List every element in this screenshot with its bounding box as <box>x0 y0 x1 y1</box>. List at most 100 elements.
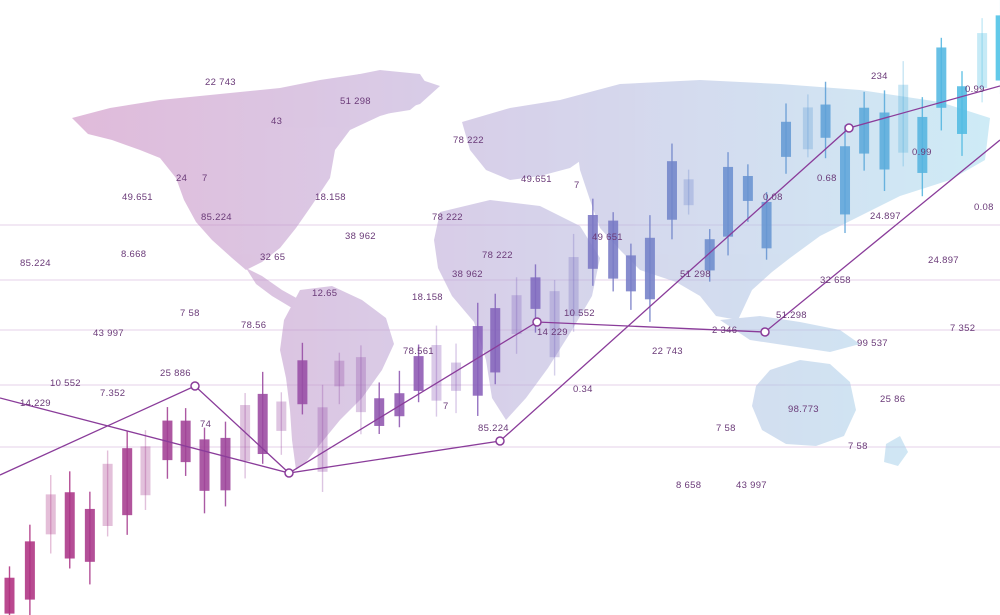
map-greenland <box>330 70 432 116</box>
candle-body <box>840 146 851 215</box>
number-label: 24.897 <box>928 255 959 266</box>
number-label: 10 552 <box>564 308 595 319</box>
number-label: 51 298 <box>680 269 711 280</box>
number-label: 43 997 <box>736 480 767 491</box>
candlestick-series <box>4 0 1000 615</box>
candle-body <box>761 201 772 249</box>
candle-body <box>180 420 191 463</box>
candle-body <box>802 107 813 150</box>
number-label: 78 222 <box>482 250 513 261</box>
number-label: 78 222 <box>453 135 484 146</box>
candle-body <box>568 257 579 317</box>
number-label: 0.99 <box>912 147 932 158</box>
candle-body <box>683 179 694 206</box>
number-label: 7 58 <box>848 441 868 452</box>
trend-node <box>495 436 505 446</box>
candle-body <box>122 448 133 516</box>
number-label: 99 537 <box>857 338 888 349</box>
number-label: 7 58 <box>716 423 736 434</box>
number-label: 78.561 <box>403 346 434 357</box>
map-australia <box>752 360 856 446</box>
number-label: 0.68 <box>817 173 837 184</box>
number-label: 0.08 <box>974 202 994 213</box>
candle-body <box>334 360 345 387</box>
candle-body <box>102 463 113 526</box>
number-label: 0.34 <box>573 384 593 395</box>
number-label: 43 997 <box>93 328 124 339</box>
candle-body <box>511 295 522 335</box>
number-label: 10 552 <box>50 378 81 389</box>
number-label: 2 346 <box>712 325 737 336</box>
trend-nodes <box>190 123 854 478</box>
candle-body <box>936 47 947 108</box>
number-label: 24.897 <box>870 211 901 222</box>
number-label: 51 298 <box>340 96 371 107</box>
candle-body <box>451 362 462 391</box>
candle-body <box>898 84 909 153</box>
trend-node <box>190 381 200 391</box>
number-label: 7 <box>574 180 580 191</box>
candle-body <box>587 215 598 269</box>
number-label: 7 <box>443 401 449 412</box>
number-label: 32 658 <box>820 275 851 286</box>
number-label: 0.99 <box>965 84 985 95</box>
candle-body <box>472 326 483 396</box>
candle-body <box>781 121 792 157</box>
number-label: 18.158 <box>315 192 346 203</box>
candle-body <box>257 393 268 455</box>
candle-body <box>704 239 715 271</box>
map-africa <box>434 200 600 420</box>
candle-body <box>220 437 231 491</box>
candle-body <box>4 577 15 614</box>
candle-body <box>625 255 636 292</box>
number-label: 74 <box>200 419 211 430</box>
trend-line-upper <box>0 85 1000 476</box>
number-label: 7 <box>202 173 208 184</box>
candle-body <box>199 439 210 491</box>
number-label: 14 229 <box>537 327 568 338</box>
map-indonesia <box>720 316 860 352</box>
candle-body <box>374 398 385 426</box>
number-label: 78.56 <box>241 320 266 331</box>
map-central-america <box>246 268 300 308</box>
number-label: 32 65 <box>260 252 285 263</box>
number-label: 25 86 <box>880 394 905 405</box>
map-new-zealand <box>884 436 908 466</box>
candle-body <box>859 107 870 154</box>
number-label: 51.298 <box>776 310 807 321</box>
candle-body <box>957 86 968 134</box>
number-label: 22 743 <box>652 346 683 357</box>
trend-node <box>844 123 854 133</box>
number-label: 78 222 <box>432 212 463 223</box>
number-label: 85.224 <box>20 258 51 269</box>
number-label: 22 743 <box>205 77 236 88</box>
number-label: 43 <box>271 116 282 127</box>
number-label: 7 352 <box>950 323 975 334</box>
candle-body <box>917 116 928 173</box>
candle-body <box>549 291 560 358</box>
candle-body <box>742 175 753 201</box>
number-label: 49.651 <box>122 192 153 203</box>
number-label: 25 886 <box>160 368 191 379</box>
number-label: 85.224 <box>478 423 509 434</box>
candle-body <box>413 356 424 391</box>
candle-body <box>666 161 677 220</box>
number-label: 8 658 <box>676 480 701 491</box>
candle-body <box>45 494 56 535</box>
number-label: 18.158 <box>412 292 443 303</box>
number-label: 49.651 <box>521 174 552 185</box>
candle-body <box>84 508 95 562</box>
candle-body <box>490 308 501 373</box>
number-labels: 22 743 51 298 43 49.651 24 7 85.224 18.1… <box>20 71 994 491</box>
candle-body <box>355 357 366 413</box>
candle-body <box>276 401 287 431</box>
candle-body <box>995 15 1000 81</box>
candle-body <box>297 360 308 405</box>
number-label: 8.668 <box>121 249 146 260</box>
candle-body <box>140 446 151 496</box>
number-label: 38 962 <box>345 231 376 242</box>
candle-body <box>723 166 734 237</box>
number-label: 85.224 <box>201 212 232 223</box>
number-label: 7.352 <box>100 388 125 399</box>
